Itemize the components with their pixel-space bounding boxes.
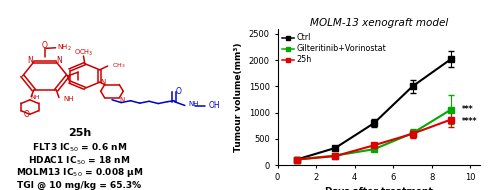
Text: 25h: 25h bbox=[68, 128, 91, 138]
Title: MOLM-13 xenograft model: MOLM-13 xenograft model bbox=[310, 18, 448, 28]
Legend: Ctrl, Gilteritinib+Vorinostat, 25h: Ctrl, Gilteritinib+Vorinostat, 25h bbox=[282, 32, 388, 65]
Text: TGI @ 10 mg/kg = 65.3%: TGI @ 10 mg/kg = 65.3% bbox=[18, 181, 142, 190]
Text: O: O bbox=[42, 41, 48, 50]
Text: NH: NH bbox=[63, 97, 74, 102]
Text: NH$_2$: NH$_2$ bbox=[57, 43, 72, 53]
Text: OH: OH bbox=[208, 101, 220, 110]
Text: CH$_3$: CH$_3$ bbox=[112, 61, 125, 70]
X-axis label: Days after treatment: Days after treatment bbox=[325, 188, 432, 190]
Text: O: O bbox=[24, 110, 30, 119]
Text: HDAC1 IC$_{50}$ = 18 nM: HDAC1 IC$_{50}$ = 18 nM bbox=[28, 154, 130, 167]
Text: O: O bbox=[176, 87, 181, 96]
Y-axis label: Tumour volume(mm³): Tumour volume(mm³) bbox=[234, 42, 244, 152]
Text: FLT3 IC$_{50}$ = 0.6 nM: FLT3 IC$_{50}$ = 0.6 nM bbox=[32, 142, 127, 154]
Text: OCH$_3$: OCH$_3$ bbox=[74, 48, 93, 58]
Text: ****: **** bbox=[462, 117, 477, 126]
Text: N: N bbox=[120, 97, 124, 103]
Text: ***: *** bbox=[462, 105, 473, 114]
Text: N: N bbox=[28, 56, 34, 65]
Text: NH: NH bbox=[30, 95, 40, 100]
Text: N: N bbox=[56, 56, 62, 65]
Text: MOLM13 IC$_{50}$ = 0.008 μM: MOLM13 IC$_{50}$ = 0.008 μM bbox=[16, 166, 143, 179]
Text: N: N bbox=[100, 79, 106, 85]
Text: NH: NH bbox=[189, 101, 200, 108]
